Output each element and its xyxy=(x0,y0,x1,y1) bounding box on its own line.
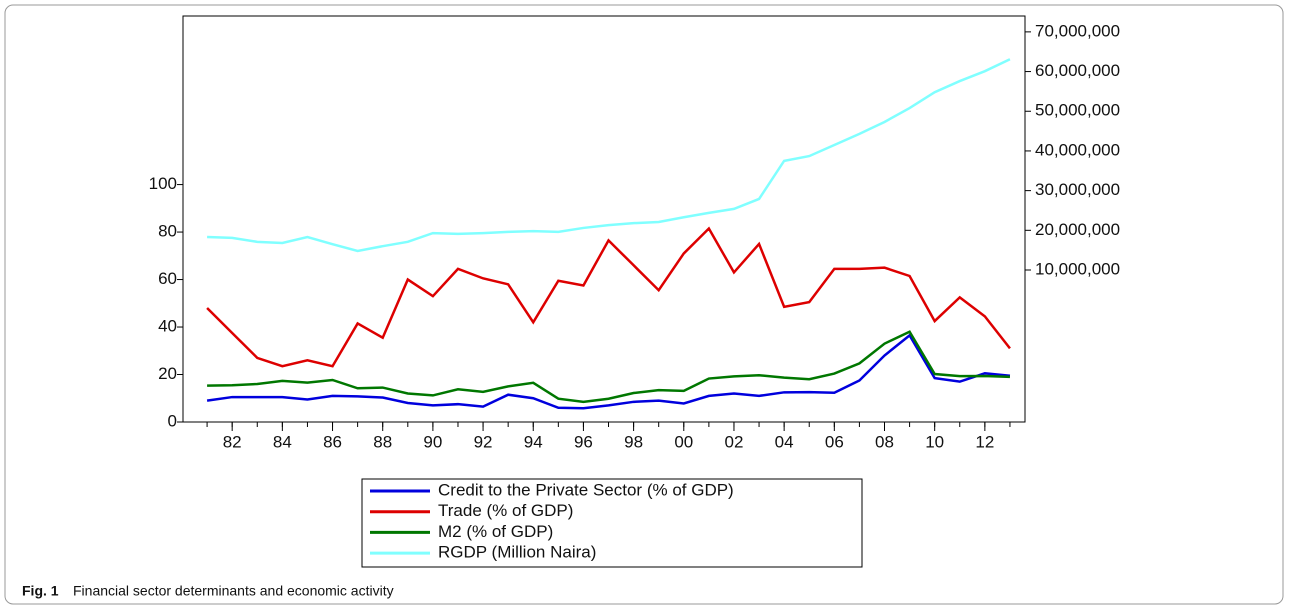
y2-tick-label: 60,000,000 xyxy=(1035,61,1120,80)
caption-label: Fig. 1 xyxy=(22,583,59,599)
y-tick-label: 80 xyxy=(158,222,177,241)
x-tick-label: 98 xyxy=(624,432,643,451)
y2-tick-label: 50,000,000 xyxy=(1035,101,1120,120)
x-tick-label: 00 xyxy=(674,432,693,451)
x-tick-label: 90 xyxy=(423,432,442,451)
series-line xyxy=(206,226,1011,368)
y-tick-label: 60 xyxy=(158,269,177,288)
x-tick-label: 84 xyxy=(273,432,292,451)
legend-label: M2 (% of GDP) xyxy=(438,522,553,541)
x-tick-label: 96 xyxy=(574,432,593,451)
y-tick-label: 100 xyxy=(149,174,177,193)
x-tick-label: 94 xyxy=(524,432,543,451)
x-tick-label: 86 xyxy=(323,432,342,451)
y2-tick-label: 10,000,000 xyxy=(1035,259,1120,278)
x-tick-label: 10 xyxy=(925,432,944,451)
y-tick-label: 20 xyxy=(158,364,177,383)
x-tick-label: 92 xyxy=(474,432,493,451)
legend-label: RGDP (Million Naira) xyxy=(438,543,596,562)
x-tick-label: 88 xyxy=(373,432,392,451)
series-line xyxy=(207,58,1011,253)
plot-area xyxy=(182,15,1026,423)
y2-tick-label: 20,000,000 xyxy=(1035,220,1120,239)
y-tick-label: 40 xyxy=(158,317,177,336)
legend-label: Credit to the Private Sector (% of GDP) xyxy=(438,480,734,499)
y2-tick-label: 40,000,000 xyxy=(1035,140,1120,159)
legend-label: Trade (% of GDP) xyxy=(438,501,573,520)
series-line xyxy=(207,330,1010,404)
x-tick-label: 06 xyxy=(825,432,844,451)
x-tick-label: 04 xyxy=(775,432,794,451)
y2-tick-label: 30,000,000 xyxy=(1035,180,1120,199)
y-tick-label: 0 xyxy=(168,411,177,430)
series-line xyxy=(206,333,1011,410)
x-tick-label: 82 xyxy=(223,432,242,451)
x-tick-label: 08 xyxy=(875,432,894,451)
x-tick-label: 02 xyxy=(725,432,744,451)
legend xyxy=(361,478,863,568)
x-tick-label: 12 xyxy=(975,432,994,451)
y2-tick-label: 70,000,000 xyxy=(1035,21,1120,40)
caption: Financial sector determinants and econom… xyxy=(73,583,394,599)
figure-border xyxy=(4,4,1284,605)
